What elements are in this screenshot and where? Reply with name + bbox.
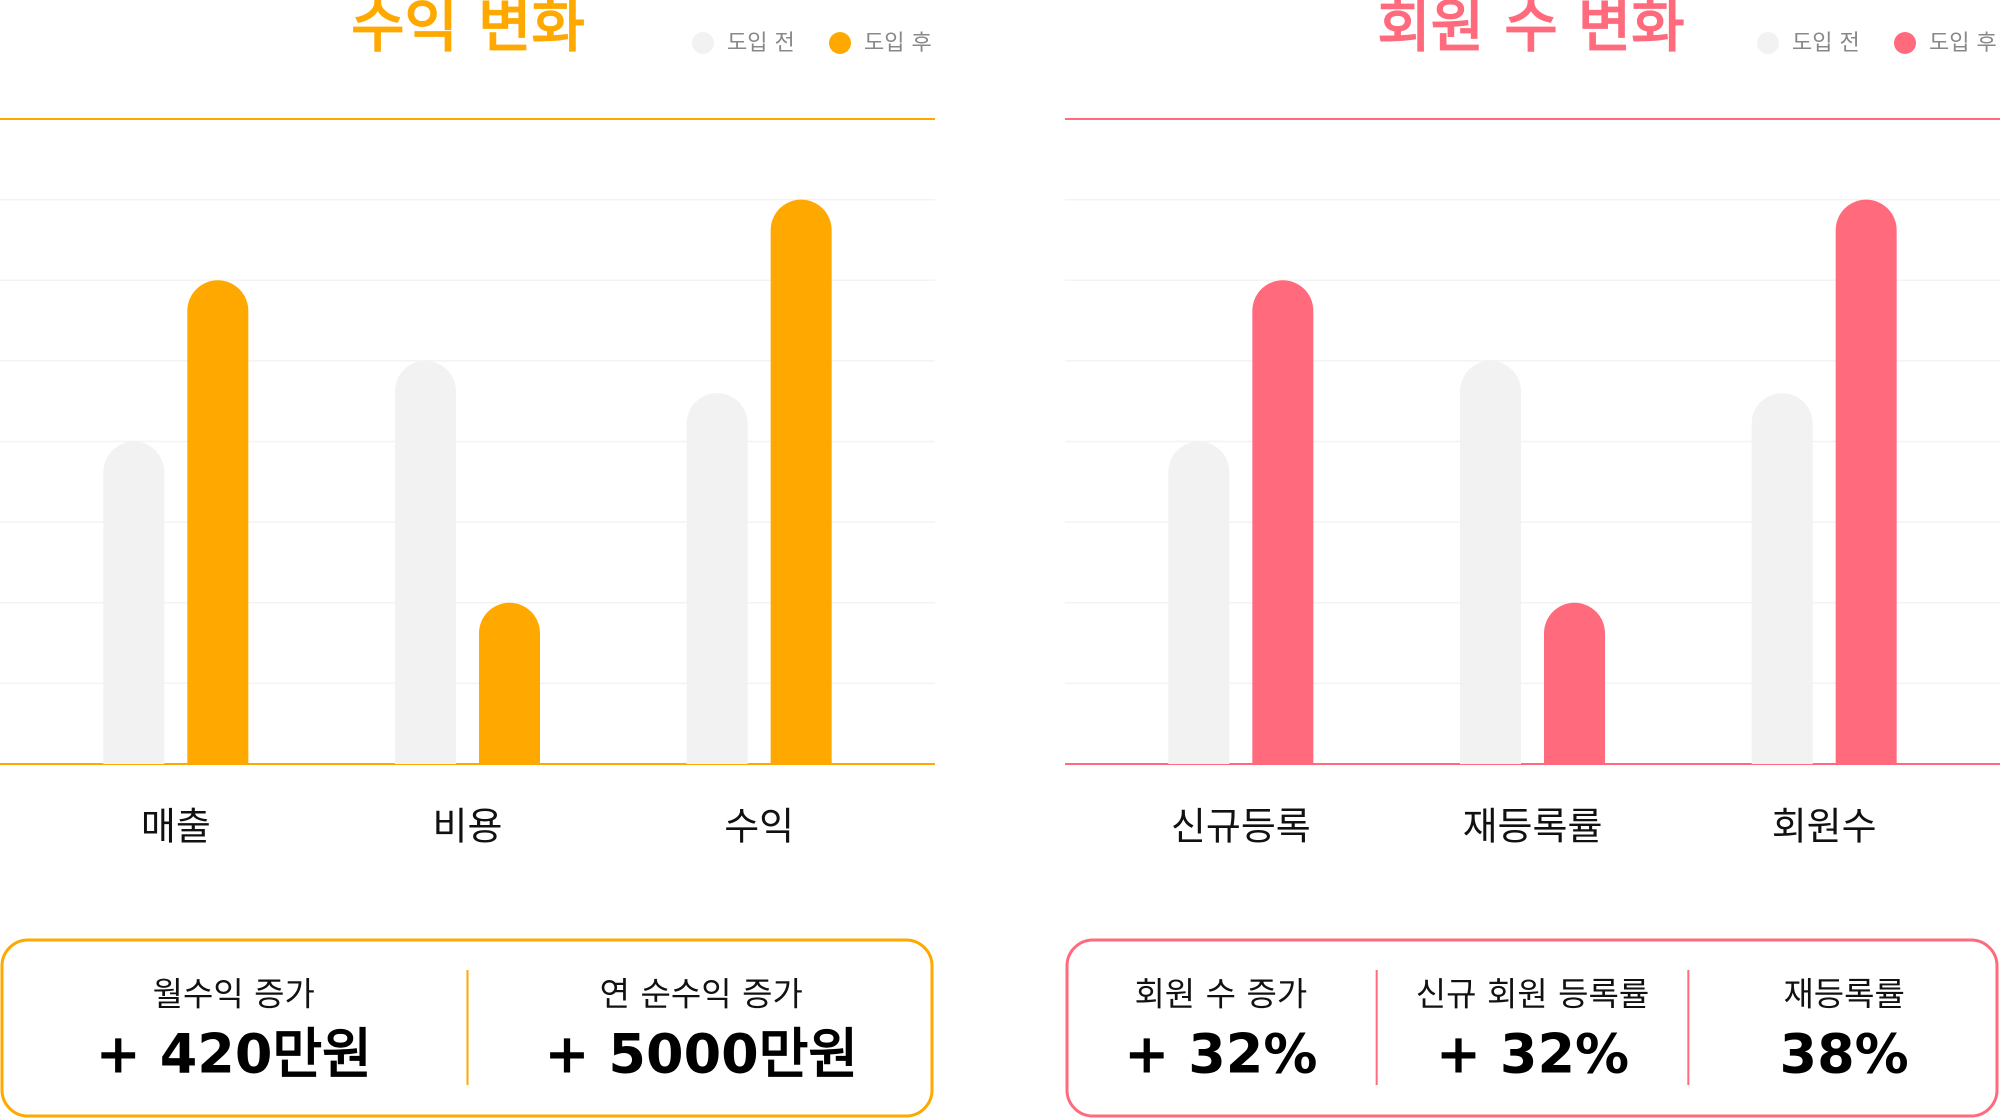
summary-box bbox=[1065, 938, 1999, 1118]
summary-label: 재등록률 bbox=[1783, 975, 1904, 1014]
summary-value: + 32% bbox=[1124, 1023, 1317, 1086]
bar bbox=[1544, 602, 1605, 764]
summary-value: + 420만원 bbox=[96, 1023, 372, 1086]
legend-label: 도입 전 bbox=[1792, 31, 1860, 56]
legend-label: 도입 후 bbox=[864, 31, 932, 56]
x-tick-label: 회원수 bbox=[1772, 805, 1877, 849]
x-tick-label: 매출 bbox=[141, 805, 211, 849]
bar bbox=[686, 393, 748, 764]
summary-value: + 32% bbox=[1436, 1023, 1629, 1086]
bar bbox=[1835, 199, 1897, 764]
summary-label: 신규 회원 등록률 bbox=[1416, 975, 1650, 1014]
x-tick-label: 수익 bbox=[724, 805, 794, 849]
x-tick-label: 재등록률 bbox=[1463, 805, 1603, 849]
summary-label: 회원 수 증가 bbox=[1134, 975, 1307, 1014]
legend-swatch bbox=[829, 32, 851, 54]
summary-label: 월수익 증가 bbox=[153, 975, 315, 1014]
summary-box bbox=[0, 938, 934, 1118]
bar bbox=[187, 280, 249, 764]
legend-swatch bbox=[692, 32, 714, 54]
legend-swatch bbox=[1894, 32, 1916, 54]
legend-label: 도입 후 bbox=[1929, 31, 1997, 56]
summary-value: 38% bbox=[1780, 1023, 1909, 1086]
chart-title: 수익 변화 bbox=[351, 0, 585, 60]
bar bbox=[1460, 360, 1521, 764]
bar bbox=[103, 441, 165, 764]
bar bbox=[770, 199, 832, 764]
legend-swatch bbox=[1757, 32, 1779, 54]
bar bbox=[1751, 393, 1813, 764]
bar bbox=[479, 602, 540, 764]
bar bbox=[1168, 441, 1230, 764]
summary-value: + 5000만원 bbox=[544, 1023, 858, 1086]
chart-title: 회원 수 변화 bbox=[1377, 0, 1684, 60]
x-tick-label: 신규등록 bbox=[1171, 805, 1311, 849]
summary-label: 연 순수익 증가 bbox=[600, 975, 803, 1014]
legend-label: 도입 전 bbox=[727, 31, 795, 56]
bar bbox=[395, 360, 456, 764]
bar bbox=[1252, 280, 1314, 764]
x-tick-label: 비용 bbox=[433, 805, 503, 849]
